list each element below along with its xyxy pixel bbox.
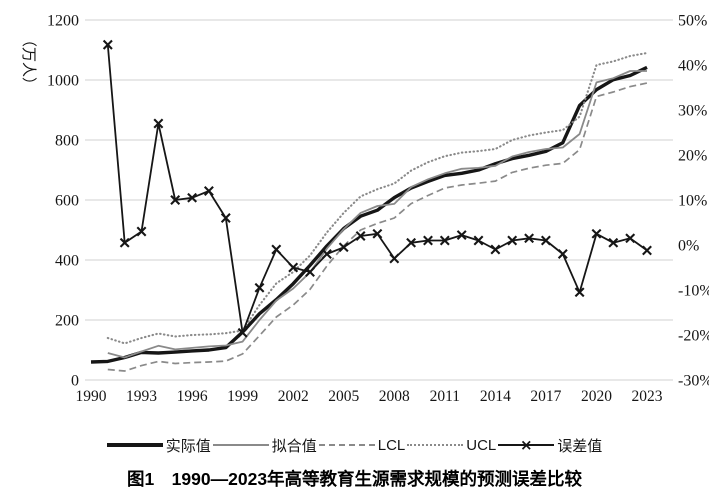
x-axis-tick: 2023 (632, 388, 663, 405)
left-axis-tick: 200 (55, 313, 79, 330)
x-axis-tick: 2017 (530, 388, 561, 405)
figure-caption: 图1 1990—2023年高等教育生源需求规模的预测误差比较 (126, 469, 583, 489)
left-axis-tick: 1000 (47, 73, 79, 90)
series-line-lcl (107, 82, 648, 372)
legend-item-lcl: LCL (318, 436, 406, 454)
x-axis-tick: 2008 (379, 388, 410, 405)
x-marker-icon: × (519, 436, 533, 454)
x-axis-tick: 1993 (126, 388, 157, 405)
x-axis-tick: 1999 (227, 388, 258, 405)
right-axis-tick: 20% (678, 148, 707, 165)
legend-label-error: 误差值 (557, 437, 603, 455)
x-axis-tick: 2005 (328, 388, 359, 405)
ucl-dotted-line-icon (407, 444, 464, 446)
left-axis-title: （万人） (20, 32, 37, 92)
series-line-ucl (106, 51, 649, 345)
line-chart-canvas: 0 200 400 600 800 1000 1200 50% 40% 30% 20% 10% 0% -1… (20, 13, 709, 406)
chart-legend: 实际值 拟合值 LCL UCL × 误差值 (0, 433, 709, 457)
right-axis-tick: 0% (678, 238, 699, 255)
left-axis-tick: 600 (55, 193, 79, 210)
right-axis-tick: 50% (678, 13, 707, 30)
legend-item-error: × 误差值 (498, 435, 602, 456)
error-x-markers (102, 39, 652, 338)
x-axis-tick: 1990 (76, 388, 107, 405)
lcl-dashed-line-icon (318, 444, 375, 446)
error-line-icon: × (498, 436, 555, 454)
fitted-line-icon (212, 444, 269, 446)
right-axis-tick: 40% (678, 58, 707, 75)
series-line-fitted (107, 70, 647, 359)
legend-label-ucl: UCL (466, 436, 497, 454)
legend-item-ucl: UCL (407, 437, 496, 454)
right-axis-tick: -10% (678, 283, 709, 300)
legend-label-lcl: LCL (377, 436, 406, 454)
right-axis-tick: -30% (678, 373, 709, 390)
legend-item-actual: 实际值 (106, 435, 211, 456)
x-axis-tick: 2020 (581, 388, 612, 405)
right-axis-tick: 30% (678, 103, 707, 120)
x-axis-tick: 1996 (177, 388, 208, 405)
right-axis-tick: -20% (678, 328, 709, 345)
legend-label-fitted: 拟合值 (271, 437, 317, 455)
left-axis-tick: 1200 (47, 13, 79, 30)
left-axis-tick: 400 (55, 253, 79, 270)
x-axis-tick: 2002 (278, 388, 309, 405)
series-line-actual (90, 65, 648, 364)
x-axis-tick: 2014 (480, 388, 511, 405)
legend-item-fitted: 拟合值 (212, 435, 317, 456)
legend-label-actual: 实际值 (165, 437, 211, 455)
actual-line-icon (106, 443, 163, 447)
x-axis-tick: 2011 (430, 388, 460, 405)
right-axis-tick: 10% (678, 193, 707, 210)
left-axis-tick: 800 (55, 133, 79, 150)
left-axis-tick: 0 (71, 373, 79, 390)
